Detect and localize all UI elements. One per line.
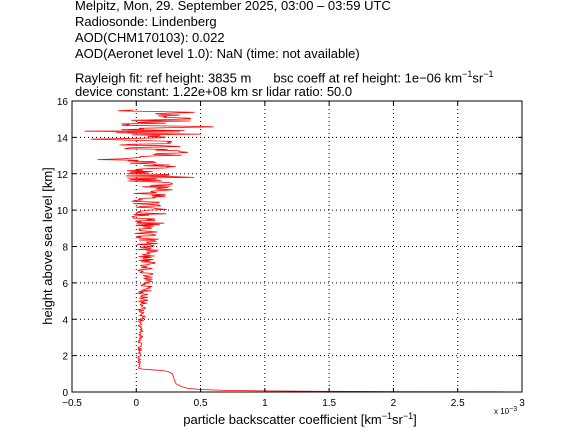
grid-lines [72,101,522,392]
x-tick-label: 0.5 [194,398,208,409]
y-tick-label: 6 [62,279,68,290]
x-multiplier: x 10−3 [494,406,517,416]
axis-ticks [71,100,523,393]
rayleigh-ref-height: Rayleigh fit: ref height: 3835 m [75,70,252,86]
y-tick-label: 0 [62,388,68,399]
x-tick-label: 0 [134,398,140,409]
y-tick-label: 12 [57,170,69,181]
y-tick-label: 4 [62,315,68,326]
backscatter-profile [84,109,523,393]
rayleigh-fit-label: Rayleigh fit: ref height: 3835 m bsc coef… [75,69,494,86]
x-axis-label: particle backscatter coefficient [km−1sr… [183,411,416,427]
y-tick-label: 2 [62,352,68,363]
x-tick-label: 3 [519,398,525,409]
aod-aeronet-label: AOD(Aeronet level 1.0): NaN (time: not a… [75,46,360,61]
profile-line [84,109,523,393]
x-tick-label: 2.5 [451,398,465,409]
y-tick-labels: 0 2 4 6 8 10 12 14 16 [57,97,69,399]
y-tick-label: 8 [62,243,68,254]
x-tick-label: 1 [262,398,268,409]
x-tick-label: 2 [391,398,397,409]
bsc-coeff-ref: bsc coeff at ref height: 1e−06 km [273,70,463,86]
device-constant-label: device constant: 1.22e+08 km sr lidar ra… [75,84,353,99]
aod-chm-label: AOD(CHM170103): 0.022 [75,30,225,45]
y-tick-label: 14 [57,133,69,144]
x-tick-labels: −0.5 0 0.5 1 1.5 2 2.5 3 [62,398,525,409]
y-tick-label: 10 [57,206,69,217]
x-tick-label: −0.5 [62,398,82,409]
radiosonde-label: Radiosonde: Lindenberg [75,14,217,29]
y-tick-label: 16 [57,97,69,108]
x-tick-label: 1.5 [322,398,336,409]
station-and-time: Melpitz, Mon, 29. September 2025, 03:00 … [75,0,391,13]
y-axis-label: height above sea level [km] [40,167,55,325]
